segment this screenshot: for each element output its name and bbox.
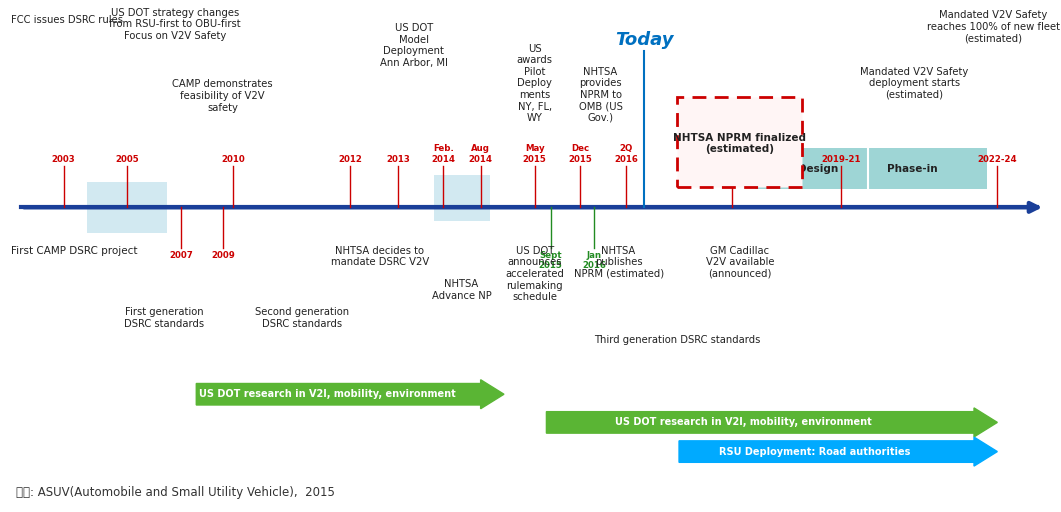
Text: NHTSA
publishes
NPRM (estimated): NHTSA publishes NPRM (estimated) [574, 246, 663, 279]
Text: Today: Today [614, 31, 674, 49]
Text: CAMP demonstrates
feasibility of V2V
safety: CAMP demonstrates feasibility of V2V saf… [173, 79, 273, 113]
FancyBboxPatch shape [677, 97, 802, 187]
Text: 2005: 2005 [116, 155, 139, 164]
Bar [755, 148, 987, 189]
Text: May
2015: May 2015 [523, 144, 546, 164]
Text: Feb.
2014: Feb. 2014 [432, 144, 455, 164]
Text: Jan
2016: Jan 2016 [582, 251, 606, 270]
Text: 2010: 2010 [222, 155, 245, 164]
Text: RSU Deployment: Road authorities: RSU Deployment: Road authorities [719, 446, 910, 457]
Bar [434, 175, 490, 221]
Text: 2013: 2013 [386, 155, 410, 164]
Text: US DOT research in V2I, mobility, environment: US DOT research in V2I, mobility, enviro… [198, 389, 455, 399]
Text: 2009: 2009 [211, 251, 234, 260]
Text: 2022-24: 2022-24 [977, 155, 1017, 164]
Text: 2003: 2003 [52, 155, 75, 164]
Text: GM Cadillac
V2V available
(announced): GM Cadillac V2V available (announced) [706, 246, 775, 279]
Text: 자료: ASUV(Automobile and Small Utility Vehicle),  2015: 자료: ASUV(Automobile and Small Utility Ve… [16, 486, 335, 499]
FancyArrow shape [679, 437, 997, 466]
FancyArrow shape [196, 380, 504, 409]
Text: US
awards
Pilot
Deploy
ments
NY, FL,
WY: US awards Pilot Deploy ments NY, FL, WY [517, 44, 553, 123]
FancyArrow shape [546, 408, 997, 437]
Text: 2012: 2012 [338, 155, 362, 164]
Text: Phase-in: Phase-in [887, 164, 938, 174]
Bar [87, 182, 167, 233]
Text: US DOT strategy changes
from RSU-first to OBU-first
Focus on V2V Safety: US DOT strategy changes from RSU-first t… [109, 8, 241, 41]
Text: FCC issues DSRC rules: FCC issues DSRC rules [11, 15, 123, 26]
Text: EOY
2017: EOY 2017 [720, 144, 744, 164]
Text: US DOT
announces
accelerated
rulemaking
schedule: US DOT announces accelerated rulemaking … [505, 246, 564, 302]
Text: NHTSA decides to
mandate DSRC V2V: NHTSA decides to mandate DSRC V2V [331, 246, 429, 267]
Text: Mandated V2V Safety
deployment starts
(estimated): Mandated V2V Safety deployment starts (e… [860, 67, 969, 100]
Text: US DOT
Model
Deployment
Ann Arbor, MI: US DOT Model Deployment Ann Arbor, MI [380, 23, 448, 68]
Text: Dec
2015: Dec 2015 [569, 144, 592, 164]
Text: Aug
2014: Aug 2014 [469, 144, 492, 164]
Text: First generation
DSRC standards: First generation DSRC standards [124, 307, 205, 329]
Text: 2007: 2007 [170, 251, 193, 260]
Text: Sept
2015: Sept 2015 [539, 251, 562, 270]
Text: 2Q
2016: 2Q 2016 [614, 144, 638, 164]
Text: OEM Design: OEM Design [768, 164, 838, 174]
Text: Mandated V2V Safety
reaches 100% of new fleet
(estimated): Mandated V2V Safety reaches 100% of new … [926, 10, 1060, 44]
Text: Third generation DSRC standards: Third generation DSRC standards [594, 335, 761, 346]
Text: NHTSA
provides
NPRM to
OMB (US
Gov.): NHTSA provides NPRM to OMB (US Gov.) [578, 67, 623, 123]
Text: 2019-21: 2019-21 [821, 155, 862, 164]
Text: NHTSA NPRM finalized
(estimated): NHTSA NPRM finalized (estimated) [673, 133, 806, 154]
Text: NHTSA
Advance NP: NHTSA Advance NP [432, 279, 491, 301]
Text: First CAMP DSRC project: First CAMP DSRC project [11, 246, 137, 256]
Text: US DOT research in V2I, mobility, environment: US DOT research in V2I, mobility, enviro… [614, 417, 871, 428]
Text: Second generation
DSRC standards: Second generation DSRC standards [256, 307, 349, 329]
